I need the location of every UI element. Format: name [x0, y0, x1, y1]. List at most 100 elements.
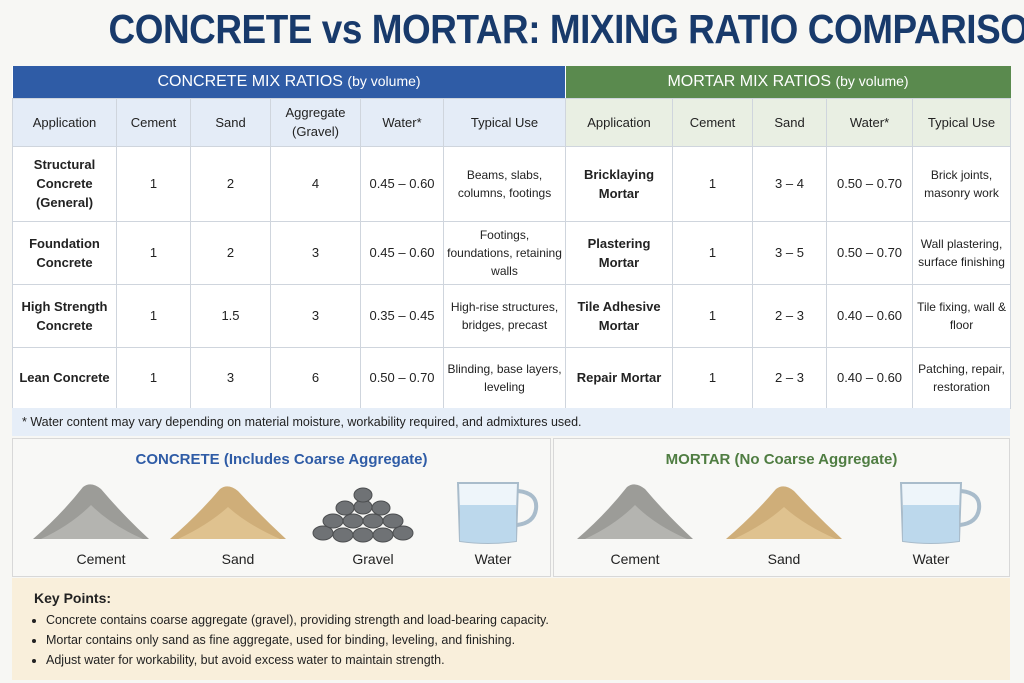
key-point: Mortar contains only sand as fine aggreg… [46, 630, 988, 650]
table-heading: CONCRETE MIX RATIOS (by volume) [12, 66, 566, 98]
item-label: Gravel [352, 551, 394, 567]
ratio-cell: 3 [270, 283, 361, 348]
use-cell: Footings, foundations, retaining walls [442, 220, 567, 285]
table-row: Tile Adhesive Mortar 1 2 – 3 0.40 – 0.60 Til… [565, 283, 1012, 348]
application-cell: High Strength Concrete [12, 283, 117, 348]
use-cell: Brick joints, masonry work [911, 145, 1012, 222]
heading-text: CONCRETE MIX RATIOS [157, 73, 343, 91]
table-row: Lean Concrete 1 3 6 0.50 – 0.70 Blinding, bas… [12, 346, 567, 409]
heading-text: MORTAR MIX RATIOS [667, 73, 831, 91]
column-header: Sand [190, 97, 271, 147]
ratio-cell: 1 [672, 145, 753, 222]
cement-icon [577, 484, 693, 539]
key-points-list: Concrete contains coarse aggregate (grav… [34, 610, 988, 670]
ratio-cell: 1 [116, 283, 191, 348]
table-heading-row: CONCRETE MIX RATIOS (by volume) [12, 66, 566, 98]
column-header: Typical Use [442, 97, 567, 147]
column-header: Water* [826, 97, 913, 147]
column-header: Cement [116, 97, 191, 147]
sand-icon [726, 486, 842, 539]
ratio-cell: 4 [270, 145, 361, 222]
ratio-cell: 0.50 – 0.70 [826, 145, 913, 222]
use-cell: Beams, slabs, columns, footings [442, 145, 567, 222]
table-heading-row: MORTAR MIX RATIOS (by volume) [565, 66, 1011, 98]
column-header-row: Application Cement Sand Aggregate (Gravel) W… [12, 97, 567, 147]
ratio-cell: 2 – 3 [752, 346, 827, 409]
application-cell: Foundation Concrete [12, 220, 117, 285]
application-cell: Structural Concrete (General) [12, 145, 117, 222]
key-point: Concrete contains coarse aggregate (grav… [46, 610, 988, 630]
ratio-cell: 3 – 5 [752, 220, 827, 285]
item-label: Water [474, 551, 512, 567]
ratio-cell: 0.50 – 0.70 [826, 220, 913, 285]
ratio-cell: 0.40 – 0.60 [826, 283, 913, 348]
use-cell: High-rise structures, bridges, precast [442, 283, 567, 348]
item-label: Cement [610, 551, 660, 567]
concrete-table: CONCRETE MIX RATIOS (by volume) Applicati… [12, 66, 567, 409]
ratio-cell: 2 – 3 [752, 283, 827, 348]
ratio-cell: 0.40 – 0.60 [826, 346, 913, 409]
item-label: Water [912, 551, 950, 567]
column-header: Cement [672, 97, 753, 147]
panel-heading: CONCRETE (Includes Coarse Aggregate) [135, 451, 428, 468]
table-row: Foundation Concrete 1 2 3 0.45 – 0.60 Footing… [12, 220, 567, 285]
water-icon [899, 482, 982, 544]
table-heading: MORTAR MIX RATIOS (by volume) [565, 66, 1011, 98]
key-points: Key Points: Concrete contains coarse agg… [12, 578, 1010, 680]
ratio-cell: 1 [116, 220, 191, 285]
ratio-cell: 2 [190, 220, 271, 285]
ratio-cell: 3 [270, 220, 361, 285]
table-row: Plastering Mortar 1 3 – 5 0.50 – 0.70 Wall p… [565, 220, 1012, 285]
application-cell: Lean Concrete [12, 346, 117, 409]
mortar-panel: MORTAR (No Coarse Aggregate) Cement Sand… [553, 438, 1010, 577]
item-label: Sand [221, 551, 255, 567]
ratio-cell: 2 [190, 145, 271, 222]
table-row: High Strength Concrete 1 1.5 3 0.35 – 0.45 Hi… [12, 283, 567, 348]
use-cell: Blinding, base layers, leveling [442, 346, 567, 409]
ratio-cell: 1 [116, 145, 191, 222]
ratio-cell: 6 [270, 346, 361, 409]
use-cell: Patching, repair, restoration [911, 346, 1012, 409]
key-points-heading: Key Points: [34, 590, 112, 606]
column-header: Application [565, 97, 673, 147]
cement-icon [33, 484, 149, 539]
column-header-row: Application Cement Sand Water* Typical Use [565, 97, 1012, 147]
heading-note: (by volume) [347, 73, 421, 90]
key-point: Adjust water for workability, but avoid … [46, 650, 988, 670]
ratio-cell: 3 [190, 346, 271, 409]
column-header: Aggregate (Gravel) [270, 97, 361, 147]
water-icon [456, 482, 539, 544]
ratio-cell: 1 [672, 346, 753, 409]
sand-icon [170, 486, 286, 539]
ratio-cell: 1.5 [190, 283, 271, 348]
gravel-icon [312, 487, 414, 543]
column-header: Sand [752, 97, 827, 147]
application-cell: Plastering Mortar [565, 220, 673, 285]
concrete-panel: CONCRETE (Includes Coarse Aggregate) Cem… [12, 438, 551, 577]
ratio-cell: 1 [672, 283, 753, 348]
item-label: Cement [76, 551, 126, 567]
heading-note: (by volume) [835, 73, 909, 90]
use-cell: Tile fixing, wall & floor [911, 283, 1012, 348]
table-row: Bricklaying Mortar 1 3 – 4 0.50 – 0.70 Brick… [565, 145, 1012, 222]
ratio-cell: 3 – 4 [752, 145, 827, 222]
footnote: * Water content may vary depending on ma… [12, 408, 1010, 436]
application-cell: Repair Mortar [565, 346, 673, 409]
table-row: Structural Concrete (General) 1 2 4 0.45 – 0… [12, 145, 567, 222]
ratio-cell: 0.45 – 0.60 [360, 145, 444, 222]
ratio-cell: 0.50 – 0.70 [360, 346, 444, 409]
column-header: Application [12, 97, 117, 147]
ratio-cell: 0.35 – 0.45 [360, 283, 444, 348]
ratio-cell: 1 [672, 220, 753, 285]
table-row: Repair Mortar 1 2 – 3 0.40 – 0.60 Patching, … [565, 346, 1012, 409]
item-label: Sand [767, 551, 801, 567]
use-cell: Wall plastering, surface finishing [911, 220, 1012, 285]
column-header: Typical Use [911, 97, 1012, 147]
ratio-cell: 1 [116, 346, 191, 409]
application-cell: Tile Adhesive Mortar [565, 283, 673, 348]
ratio-cell: 0.45 – 0.60 [360, 220, 444, 285]
application-cell: Bricklaying Mortar [565, 145, 673, 222]
column-header: Water* [360, 97, 444, 147]
